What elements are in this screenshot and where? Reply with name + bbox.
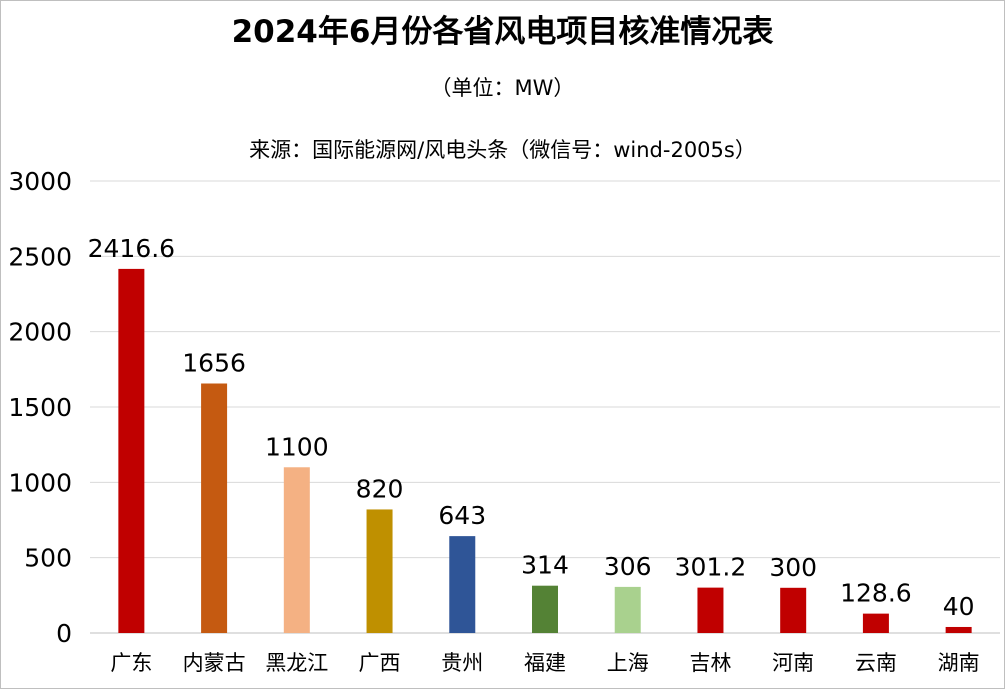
bar (532, 585, 558, 633)
y-tick-label: 1000 (8, 468, 72, 497)
chart-source: 来源：国际能源网/风电头条（微信号：wind-2005s） (249, 138, 756, 162)
y-tick-label: 1500 (8, 393, 72, 422)
x-tick-label: 广东 (110, 651, 152, 675)
x-tick-label: 上海 (607, 651, 649, 675)
x-tick-label: 河南 (772, 651, 814, 675)
bar (780, 587, 807, 633)
data-label: 314 (521, 551, 569, 580)
bar (366, 509, 393, 633)
y-tick-label: 500 (24, 544, 72, 573)
bar (614, 586, 641, 633)
data-label: 128.6 (840, 579, 912, 608)
bar (862, 613, 889, 633)
data-label: 643 (438, 501, 486, 530)
x-tick-label: 云南 (855, 651, 897, 675)
chart-subtitle: （单位：MW） (430, 76, 575, 100)
data-label: 820 (356, 474, 404, 503)
y-tick-label: 2500 (8, 242, 72, 271)
data-label: 306 (604, 552, 652, 581)
x-tick-label: 广西 (359, 651, 401, 675)
bar (118, 268, 145, 633)
data-label: 301.2 (675, 553, 747, 582)
x-tick-label: 黑龙江 (265, 651, 328, 675)
x-tick-label: 吉林 (689, 651, 731, 675)
bar (201, 383, 228, 633)
bar (449, 536, 476, 633)
data-label: 1656 (182, 348, 246, 377)
bar (945, 626, 972, 633)
data-label: 1100 (265, 432, 329, 461)
y-tick-label: 0 (56, 619, 72, 648)
x-tick-label: 福建 (524, 651, 566, 675)
x-tick-label: 贵州 (441, 651, 483, 675)
bar (697, 587, 724, 633)
x-tick-label: 内蒙古 (183, 651, 246, 675)
bar (283, 467, 310, 633)
y-tick-label: 2000 (8, 318, 72, 347)
chart-title: 2024年6月份各省风电项目核准情况表 (231, 14, 774, 50)
data-label: 300 (769, 553, 817, 582)
data-label: 2416.6 (88, 234, 175, 263)
x-tick-label: 湖南 (938, 651, 980, 675)
data-label: 40 (943, 592, 975, 621)
y-tick-label: 3000 (8, 167, 72, 196)
